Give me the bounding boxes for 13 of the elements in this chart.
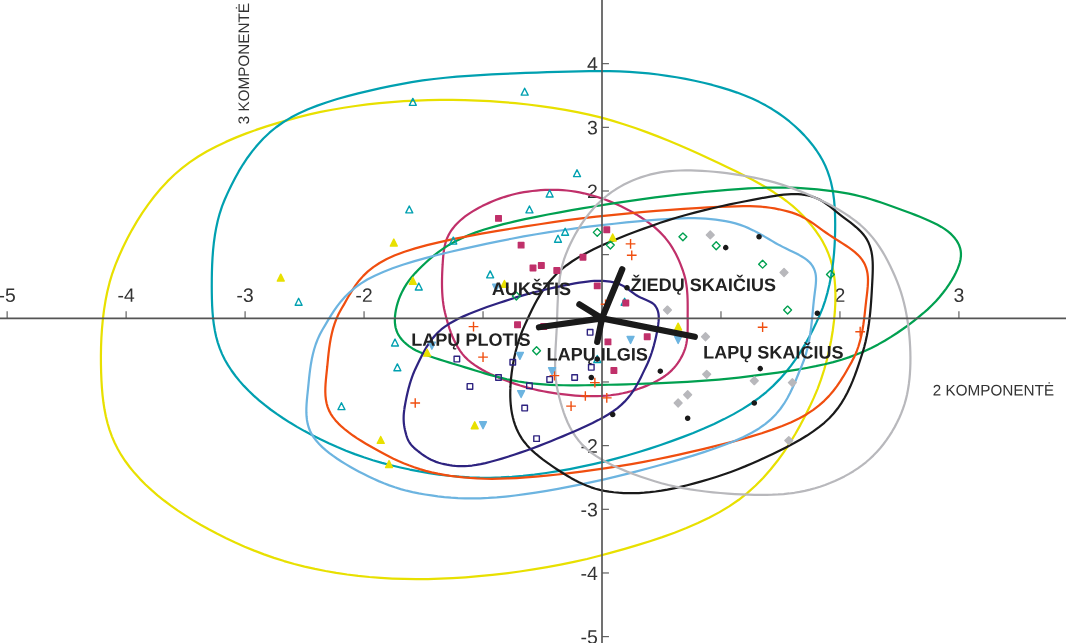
y-tick-label: -3 — [581, 502, 597, 517]
x-tick-label: 3 — [954, 288, 964, 303]
x-axis-title: 2 KOMPONENTĖ — [933, 382, 1054, 396]
x-tick-label: -5 — [0, 288, 15, 303]
annotation: ŽIEDŲ SKAIČIUS — [631, 274, 776, 295]
y-tick-label: -4 — [581, 566, 598, 581]
y-axis-title: 3 KOMPONENTĖ — [235, 3, 250, 124]
x-tick-label: -3 — [237, 288, 253, 303]
x-tick-label: -2 — [356, 288, 372, 302]
y-tick-label: 4 — [587, 57, 598, 71]
x-tick-label: -4 — [118, 288, 135, 302]
y-tick-label: -5 — [581, 630, 598, 643]
y-tick-label: 3 — [587, 120, 597, 135]
